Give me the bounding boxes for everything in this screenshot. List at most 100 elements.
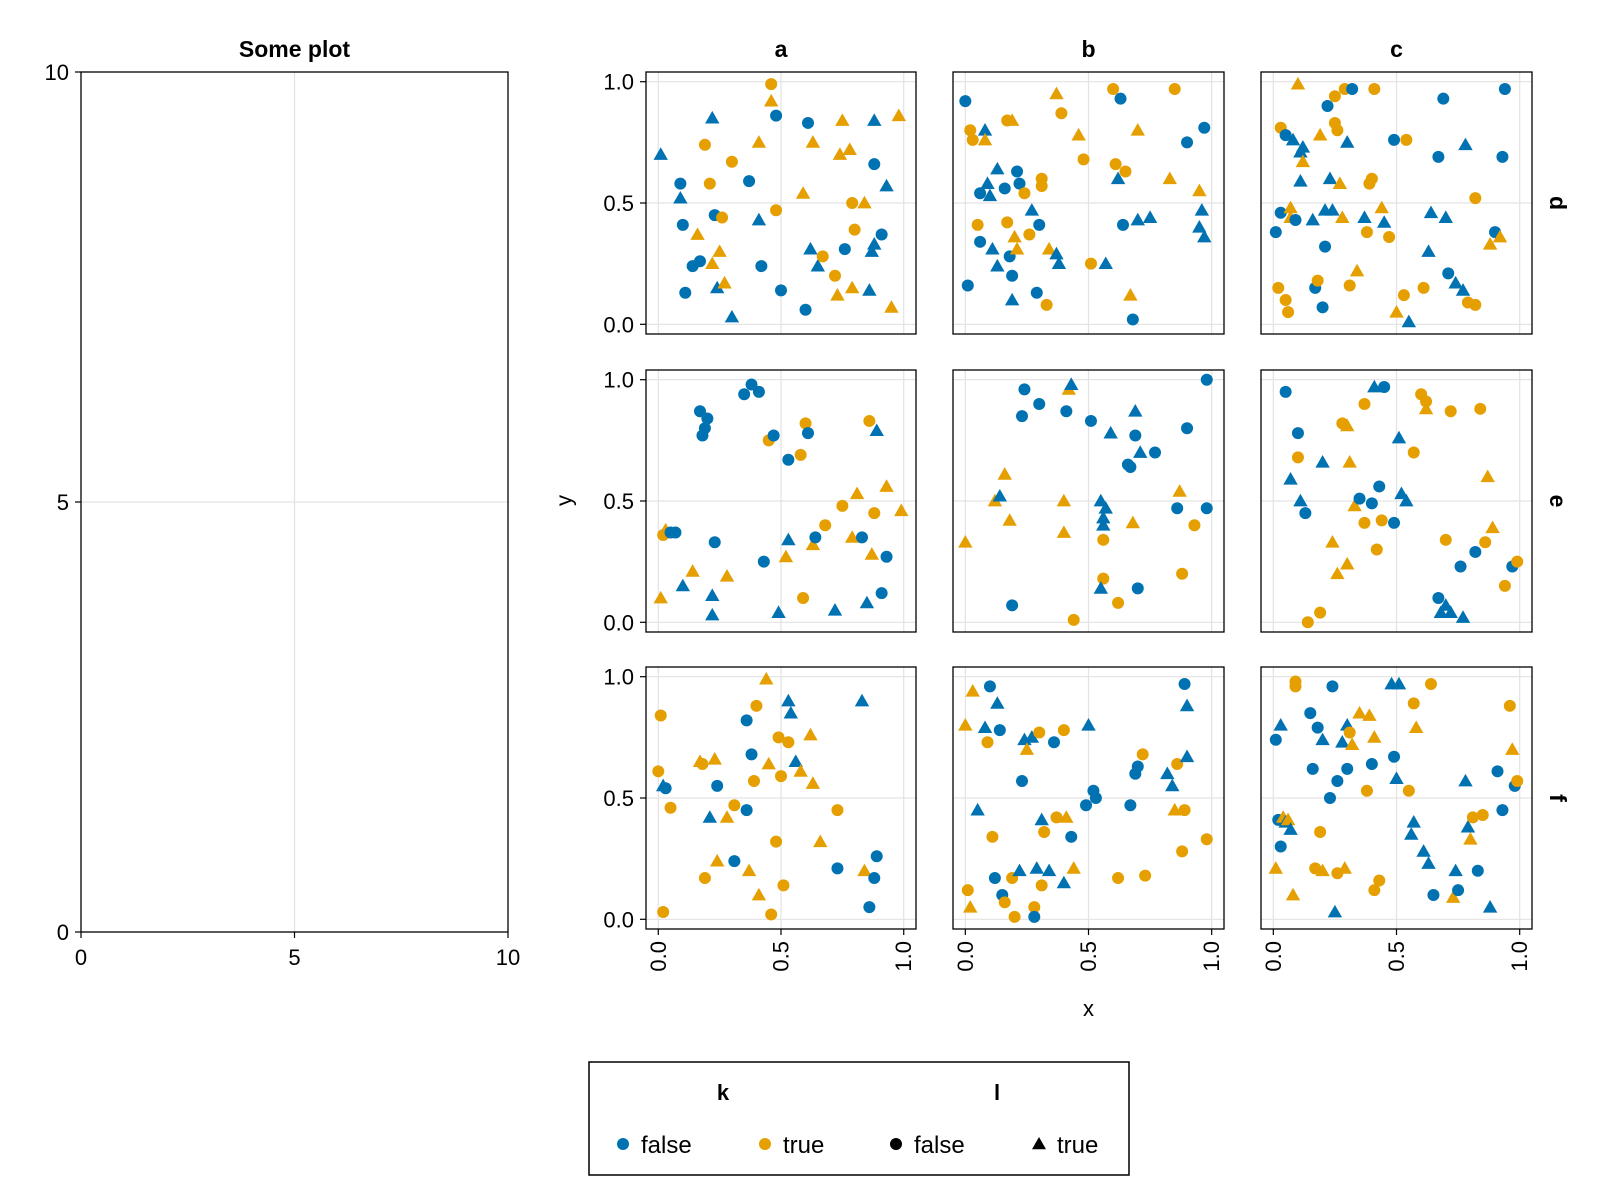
data-point-circle bbox=[1114, 92, 1127, 105]
data-point-circle bbox=[657, 906, 670, 919]
data-point-circle bbox=[1018, 187, 1031, 200]
data-point-circle bbox=[1343, 726, 1356, 739]
column-label-b: b bbox=[1081, 36, 1095, 62]
data-point-circle bbox=[1496, 804, 1509, 817]
data-point-circle bbox=[1301, 616, 1314, 629]
data-point-triangle bbox=[1049, 86, 1064, 100]
data-point-triangle bbox=[1004, 292, 1020, 306]
data-point-triangle bbox=[1130, 123, 1145, 136]
data-point-triangle bbox=[827, 602, 843, 616]
data-point-triangle bbox=[702, 810, 718, 823]
data-point-triangle bbox=[1007, 229, 1022, 243]
y-tick-label: 0.5 bbox=[603, 489, 634, 514]
data-point-triangle bbox=[783, 705, 799, 719]
data-point-circle bbox=[1383, 230, 1396, 243]
data-point-circle bbox=[875, 228, 888, 241]
data-point-triangle bbox=[844, 530, 860, 543]
y-tick-label: 1.0 bbox=[603, 70, 634, 95]
data-point-triangle bbox=[1034, 812, 1049, 826]
data-point-circle bbox=[1181, 422, 1194, 435]
data-point-triangle bbox=[977, 720, 993, 734]
data-point-triangle bbox=[763, 93, 779, 107]
data-point-triangle bbox=[673, 190, 688, 204]
data-point-triangle bbox=[985, 241, 1000, 255]
data-point-triangle bbox=[1505, 742, 1520, 755]
data-point-circle bbox=[1321, 99, 1334, 112]
data-point-circle bbox=[1112, 596, 1125, 609]
data-point-circle bbox=[1176, 845, 1189, 858]
data-point-triangle bbox=[1295, 154, 1311, 168]
data-point-circle bbox=[765, 908, 778, 921]
data-point-circle bbox=[1279, 294, 1292, 307]
data-point-triangle bbox=[1315, 732, 1330, 746]
data-point-circle bbox=[1178, 804, 1191, 817]
data-point-circle bbox=[1018, 383, 1031, 396]
facet-panel-b-e bbox=[952, 369, 1225, 633]
data-point-triangle bbox=[1133, 445, 1148, 458]
data-point-triangle bbox=[1283, 200, 1298, 214]
data-point-triangle bbox=[1335, 735, 1350, 748]
data-point-circle bbox=[1498, 82, 1511, 95]
data-point-circle bbox=[696, 758, 709, 771]
data-point-circle bbox=[1368, 82, 1381, 95]
data-point-triangle bbox=[867, 237, 882, 250]
data-point-circle bbox=[1417, 281, 1430, 294]
data-point-triangle bbox=[803, 241, 818, 255]
data-point-circle bbox=[1107, 82, 1120, 95]
data-point-triangle bbox=[1485, 520, 1500, 534]
data-point-triangle bbox=[1305, 212, 1320, 226]
data-point-circle bbox=[836, 499, 849, 512]
data-point-circle bbox=[1048, 736, 1061, 749]
data-point-circle bbox=[1033, 218, 1046, 231]
data-point-circle bbox=[1402, 784, 1415, 797]
data-point-triangle bbox=[1409, 720, 1424, 734]
data-point-circle bbox=[1126, 313, 1139, 326]
data-point-triangle bbox=[1342, 454, 1357, 468]
data-point-circle bbox=[1503, 699, 1516, 712]
data-point-triangle bbox=[1295, 140, 1311, 153]
data-point-circle bbox=[1474, 402, 1487, 415]
data-point-circle bbox=[1289, 675, 1302, 688]
facet-grid: 0.00.51.00.00.51.00.00.51.00.0 0.5 1.0 0.0 0… bbox=[552, 36, 1572, 1021]
data-point-circle bbox=[745, 748, 758, 761]
data-point-triangle bbox=[1458, 137, 1473, 151]
data-point-circle bbox=[1314, 606, 1327, 619]
data-point-triangle bbox=[705, 607, 720, 621]
data-point-triangle bbox=[717, 275, 732, 289]
data-point-triangle bbox=[1335, 210, 1350, 223]
data-point-circle bbox=[959, 95, 972, 108]
data-point-triangle bbox=[778, 549, 794, 563]
data-point-circle bbox=[797, 592, 810, 605]
data-point-circle bbox=[1511, 775, 1524, 788]
data-point-circle bbox=[964, 124, 977, 137]
data-point-triangle bbox=[1349, 263, 1365, 277]
data-point-triangle bbox=[1024, 203, 1040, 216]
data-point-triangle bbox=[751, 212, 767, 226]
data-point-circle bbox=[1119, 165, 1132, 178]
data-point-circle bbox=[986, 830, 999, 843]
data-point-triangle bbox=[1340, 418, 1355, 432]
data-point-circle bbox=[1353, 492, 1366, 505]
data-point-triangle bbox=[958, 718, 973, 731]
data-point-circle bbox=[1452, 884, 1465, 897]
data-point-triangle bbox=[1081, 718, 1096, 731]
facet-panel-a-f: 0.0 0.5 1.0 0.0 0.5 1.0 bbox=[603, 665, 917, 972]
data-point-circle bbox=[698, 422, 711, 435]
data-point-circle bbox=[1306, 762, 1319, 775]
data-point-triangle bbox=[842, 142, 857, 156]
data-point-triangle bbox=[849, 486, 865, 500]
data-point-circle bbox=[831, 862, 844, 875]
data-point-triangle bbox=[1192, 183, 1207, 197]
data-point-triangle bbox=[1480, 469, 1495, 483]
data-point-triangle bbox=[1098, 501, 1113, 514]
data-point-triangle bbox=[1374, 200, 1389, 214]
data-point-circle bbox=[1331, 124, 1344, 137]
data-point-triangle bbox=[1423, 205, 1439, 219]
data-point-triangle bbox=[990, 161, 1005, 175]
data-point-triangle bbox=[795, 186, 811, 199]
data-point-circle bbox=[694, 405, 706, 418]
data-point-circle bbox=[1084, 257, 1097, 270]
data-point-circle bbox=[755, 260, 768, 273]
data-point-circle bbox=[745, 378, 758, 391]
data-point-circle bbox=[1124, 461, 1137, 474]
